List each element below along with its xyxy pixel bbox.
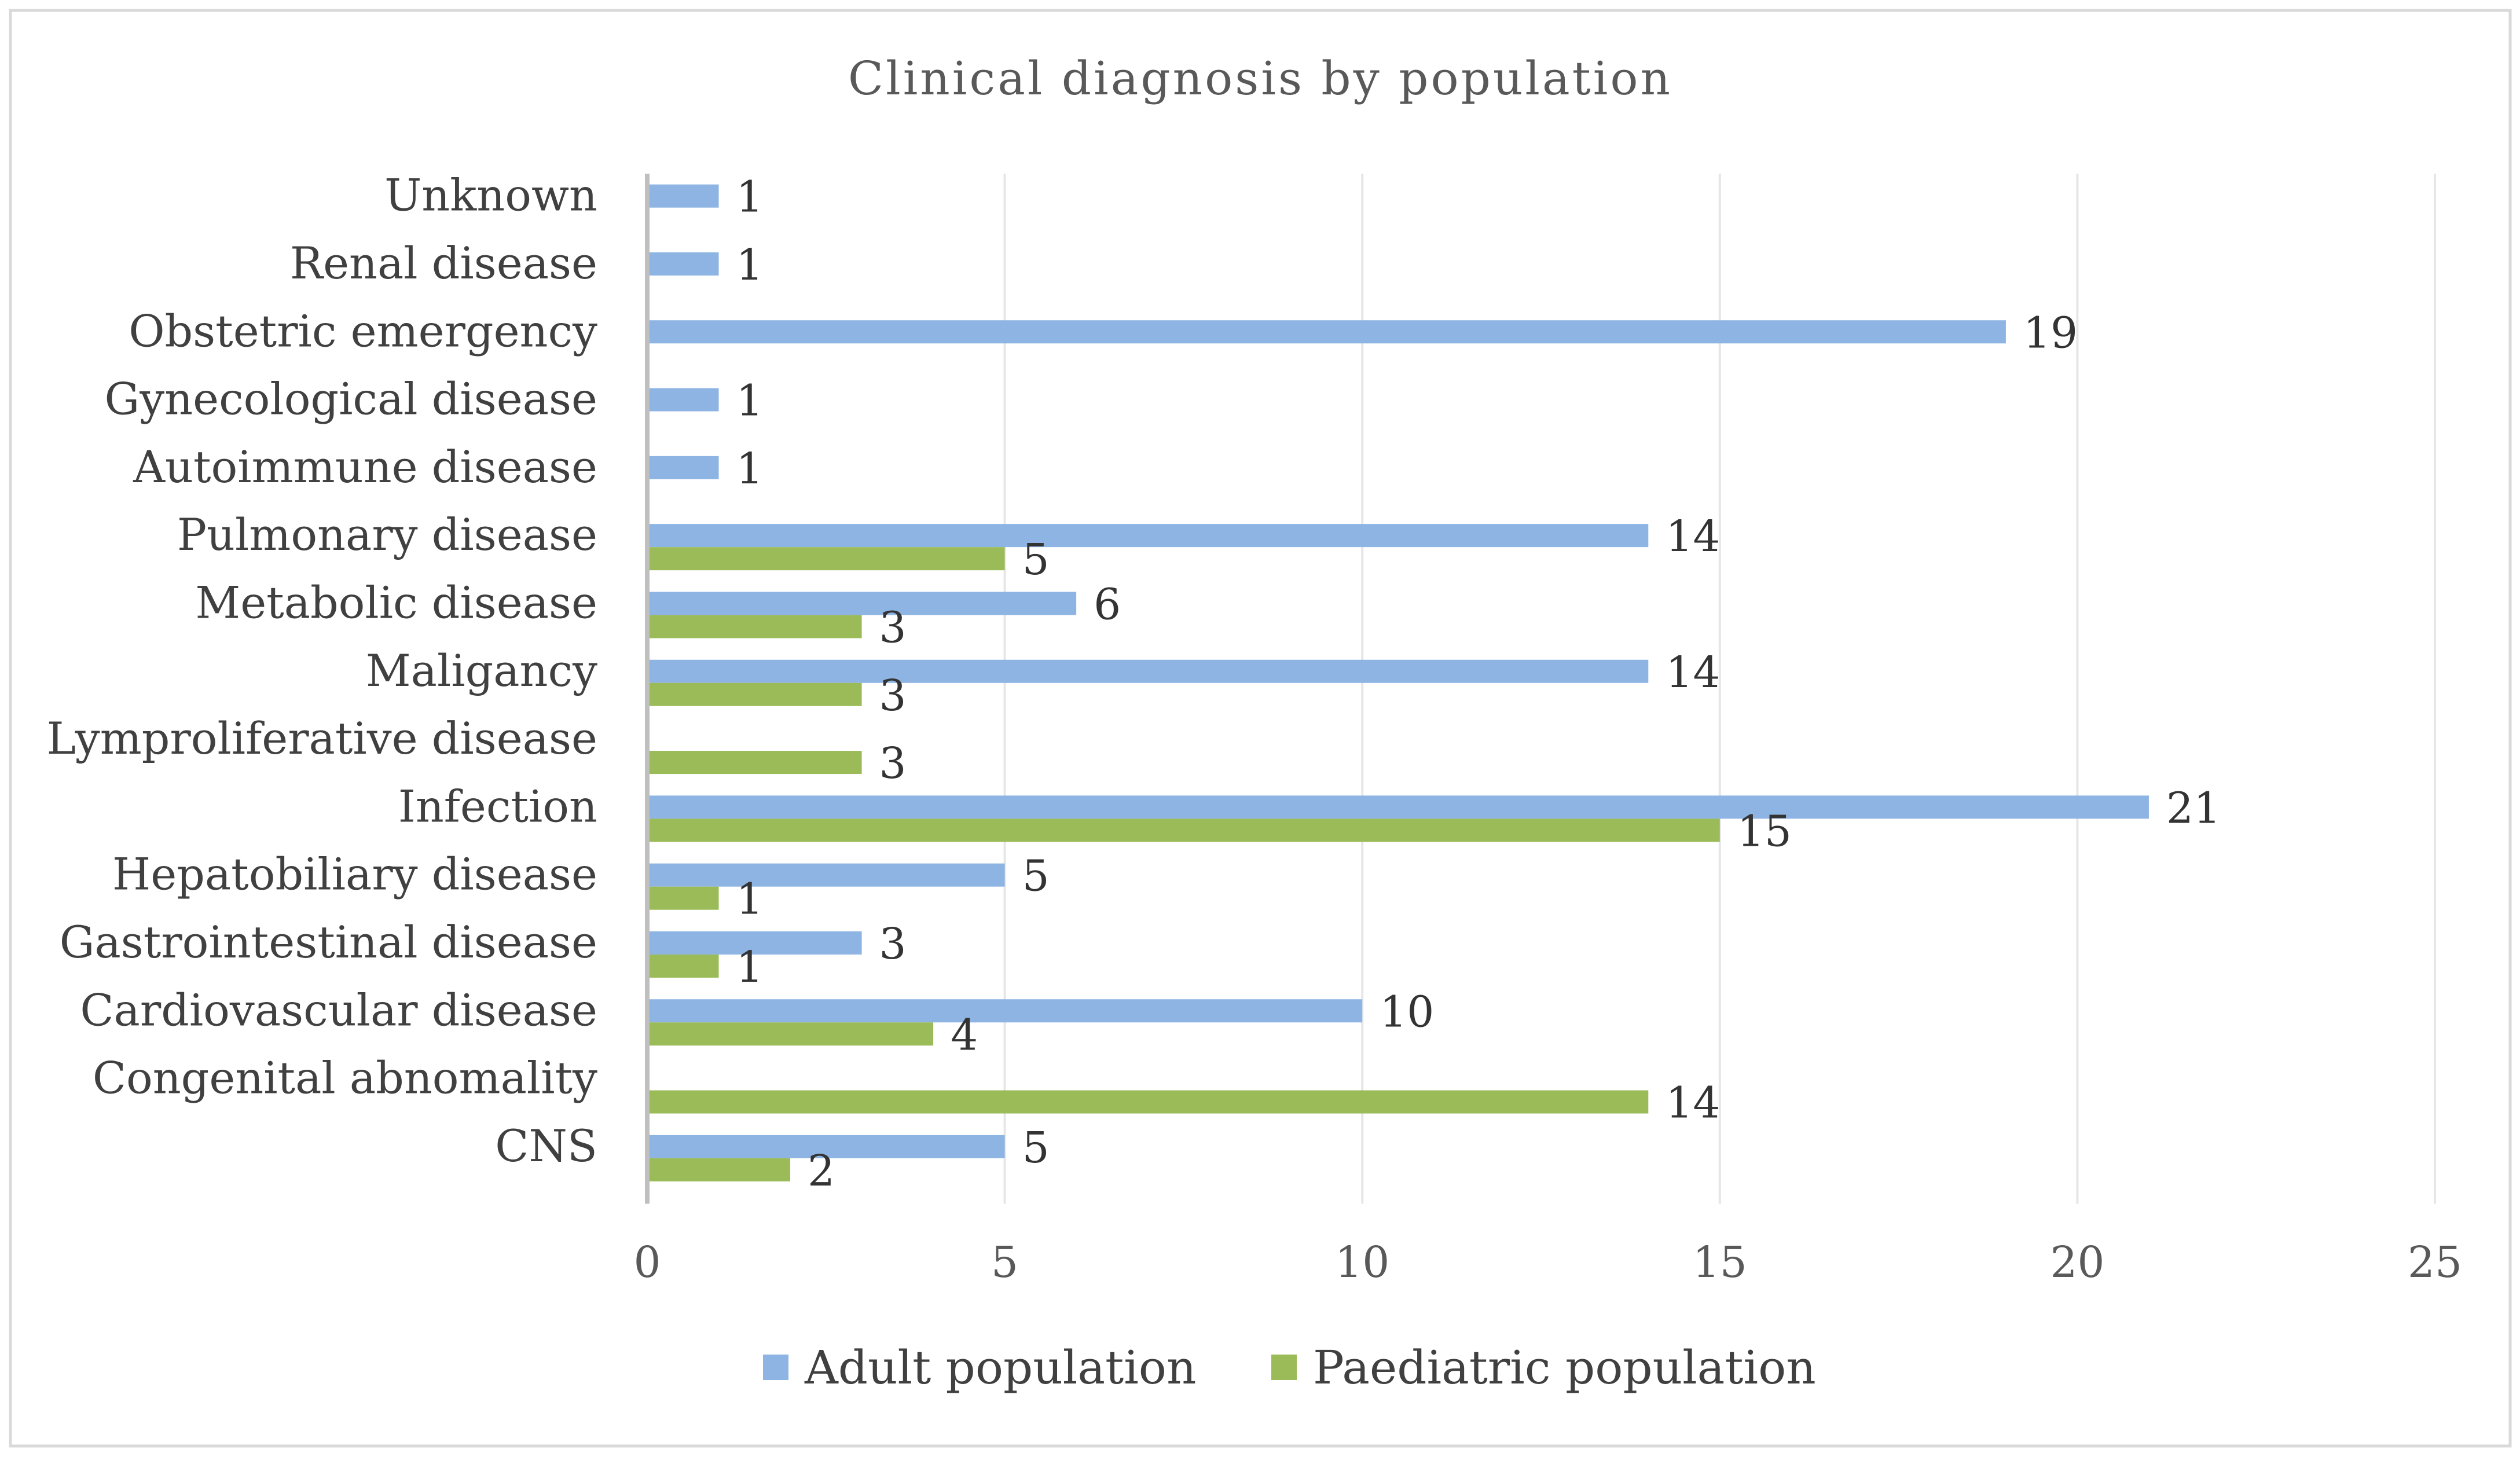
category-label: Maligancy <box>366 645 597 696</box>
x-tick-label: 5 <box>991 1238 1018 1287</box>
legend-swatch-adult <box>763 1355 788 1380</box>
category-label: Pulmonary disease <box>177 509 597 560</box>
data-label-adult: 3 <box>879 919 907 969</box>
x-tick-label: 10 <box>1335 1238 1389 1287</box>
bars <box>647 184 2149 1181</box>
category-label: Autoimmune disease <box>133 441 597 493</box>
data-label-adult: 14 <box>1666 512 1720 561</box>
data-label-paediatric: 3 <box>879 603 907 652</box>
category-label: Obstetric emergency <box>129 305 597 357</box>
category-label: Infection <box>398 780 597 832</box>
bar-adult <box>647 320 2006 344</box>
bar-adult <box>647 931 862 955</box>
bar-paediatric <box>647 682 862 706</box>
data-label-adult: 14 <box>1666 648 1720 698</box>
bar-adult <box>647 524 1649 548</box>
chart-frame <box>9 9 2512 1448</box>
labels: 1 Unknown 1 Renal disease 19 Obstetric emerge… <box>47 170 2462 1287</box>
data-label-paediatric: 15 <box>1737 806 1792 856</box>
bar-paediatric <box>647 886 719 910</box>
bar-paediatric <box>647 1022 934 1046</box>
data-label-paediatric: 3 <box>879 739 907 788</box>
bar-adult <box>647 795 2149 819</box>
gridlines <box>1003 174 2436 1204</box>
data-label-adult: 19 <box>2023 308 2078 358</box>
legend-label-adult: Adult population <box>804 1341 1196 1394</box>
bar-paediatric <box>647 1090 1649 1114</box>
data-label-paediatric: 4 <box>951 1010 978 1060</box>
bar-paediatric <box>647 819 1720 842</box>
bar-adult <box>647 592 1077 615</box>
data-label-adult: 1 <box>736 444 764 494</box>
category-label: Lymproliferative disease <box>47 713 597 764</box>
data-label-adult: 6 <box>1094 579 1121 629</box>
data-label-paediatric: 14 <box>1666 1078 1720 1128</box>
bar-adult <box>647 999 1363 1023</box>
category-label: Gynecological disease <box>105 373 597 425</box>
legend-swatch-paediatric <box>1271 1355 1297 1380</box>
data-label-paediatric: 2 <box>808 1146 835 1196</box>
data-label-paediatric: 1 <box>736 875 764 924</box>
bar-paediatric <box>647 954 719 978</box>
bar-paediatric <box>647 547 1005 571</box>
bar-adult <box>647 252 719 276</box>
legend: Adult population Paediatric population <box>763 1341 1816 1394</box>
bar-paediatric <box>647 615 862 638</box>
bar-adult <box>647 863 1005 887</box>
category-label: Cardiovascular disease <box>80 984 597 1036</box>
x-tick-label: 25 <box>2408 1238 2462 1287</box>
category-label: Congenital abnomality <box>93 1052 597 1104</box>
category-label: Hepatobiliary disease <box>112 849 597 900</box>
x-tick-label: 15 <box>1693 1238 1747 1287</box>
data-label-adult: 10 <box>1380 987 1434 1037</box>
category-label: Metabolic disease <box>195 577 597 628</box>
bar-adult <box>647 1135 1005 1158</box>
data-label-adult: 1 <box>736 376 764 426</box>
category-label: Gastrointestinal disease <box>60 916 597 968</box>
x-tick-label: 20 <box>2050 1238 2104 1287</box>
category-label: CNS <box>495 1120 597 1172</box>
bar-adult <box>647 184 719 208</box>
data-label-paediatric: 1 <box>736 942 764 992</box>
data-label-adult: 5 <box>1022 1123 1050 1173</box>
x-tick-label: 0 <box>633 1238 661 1287</box>
bar-adult <box>647 659 1649 683</box>
bar-paediatric <box>647 751 862 775</box>
bar-adult <box>647 456 719 479</box>
chart-title: Clinical diagnosis by population <box>848 52 1672 105</box>
data-label-adult: 1 <box>736 173 764 222</box>
data-label-paediatric: 5 <box>1022 535 1050 585</box>
data-label-adult: 21 <box>2166 783 2221 833</box>
category-label: Unknown <box>384 170 597 221</box>
data-label-paediatric: 3 <box>879 671 907 721</box>
data-label-adult: 1 <box>736 240 764 290</box>
bar-adult <box>647 388 719 412</box>
category-label: Renal disease <box>290 237 597 289</box>
legend-label-paediatric: Paediatric population <box>1313 1341 1816 1394</box>
data-label-adult: 5 <box>1022 852 1050 901</box>
bar-paediatric <box>647 1158 791 1181</box>
